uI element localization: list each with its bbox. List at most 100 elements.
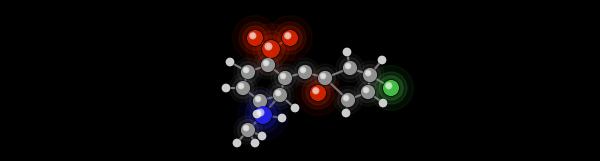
- Circle shape: [310, 85, 326, 101]
- Circle shape: [379, 76, 403, 100]
- Circle shape: [253, 110, 260, 118]
- Circle shape: [278, 71, 292, 84]
- Circle shape: [258, 132, 266, 140]
- Circle shape: [253, 31, 289, 67]
- Circle shape: [246, 24, 296, 74]
- Circle shape: [334, 86, 362, 114]
- Circle shape: [268, 16, 313, 60]
- Circle shape: [375, 72, 407, 104]
- Circle shape: [343, 95, 349, 101]
- Circle shape: [298, 65, 312, 79]
- Circle shape: [266, 81, 294, 109]
- Circle shape: [283, 31, 298, 45]
- Circle shape: [354, 78, 382, 106]
- Circle shape: [301, 67, 306, 73]
- Circle shape: [291, 58, 319, 86]
- Circle shape: [263, 41, 279, 57]
- Circle shape: [242, 66, 254, 78]
- Circle shape: [251, 34, 254, 37]
- Circle shape: [383, 80, 399, 96]
- Circle shape: [234, 116, 262, 144]
- Circle shape: [229, 74, 257, 102]
- Circle shape: [275, 90, 281, 96]
- Circle shape: [337, 90, 359, 110]
- Circle shape: [379, 99, 387, 107]
- Circle shape: [257, 55, 278, 76]
- Circle shape: [306, 81, 330, 105]
- Circle shape: [266, 45, 270, 48]
- Circle shape: [295, 62, 316, 82]
- Circle shape: [286, 34, 289, 37]
- Circle shape: [383, 81, 398, 95]
- Circle shape: [259, 132, 266, 140]
- Circle shape: [250, 101, 277, 128]
- Circle shape: [233, 16, 277, 60]
- Circle shape: [274, 89, 286, 101]
- Circle shape: [379, 99, 386, 107]
- Circle shape: [387, 84, 391, 87]
- Circle shape: [344, 62, 356, 74]
- Circle shape: [302, 77, 334, 109]
- Circle shape: [226, 58, 233, 66]
- Circle shape: [343, 109, 350, 117]
- Circle shape: [302, 69, 304, 71]
- Circle shape: [250, 90, 271, 112]
- Circle shape: [296, 71, 340, 115]
- Circle shape: [379, 56, 386, 64]
- Circle shape: [278, 26, 302, 50]
- Circle shape: [314, 89, 317, 92]
- Circle shape: [254, 106, 272, 124]
- Circle shape: [311, 64, 339, 92]
- Circle shape: [358, 81, 379, 103]
- Circle shape: [265, 43, 272, 50]
- Circle shape: [363, 68, 377, 82]
- Circle shape: [341, 93, 355, 107]
- Circle shape: [254, 95, 266, 107]
- Circle shape: [248, 31, 262, 45]
- Circle shape: [244, 125, 249, 131]
- Circle shape: [261, 58, 275, 72]
- Circle shape: [359, 65, 380, 85]
- Circle shape: [243, 26, 267, 50]
- Circle shape: [343, 61, 357, 75]
- Circle shape: [247, 30, 263, 46]
- Circle shape: [245, 97, 281, 133]
- Circle shape: [257, 109, 264, 116]
- Circle shape: [238, 119, 259, 141]
- Circle shape: [291, 104, 299, 112]
- Circle shape: [238, 83, 244, 89]
- Circle shape: [265, 62, 268, 64]
- Circle shape: [356, 61, 384, 89]
- Circle shape: [257, 35, 284, 62]
- Circle shape: [273, 88, 287, 102]
- Circle shape: [281, 75, 284, 77]
- Circle shape: [347, 65, 349, 67]
- Circle shape: [245, 69, 247, 71]
- Circle shape: [263, 60, 269, 66]
- Circle shape: [343, 48, 350, 56]
- Circle shape: [278, 71, 292, 85]
- Circle shape: [336, 54, 364, 82]
- Circle shape: [274, 22, 306, 54]
- Circle shape: [292, 104, 299, 112]
- Circle shape: [239, 22, 271, 54]
- Circle shape: [343, 48, 351, 56]
- Circle shape: [346, 63, 351, 69]
- Circle shape: [223, 84, 230, 92]
- Circle shape: [269, 85, 290, 105]
- Circle shape: [253, 94, 267, 108]
- Circle shape: [241, 123, 255, 137]
- Circle shape: [364, 87, 369, 93]
- Circle shape: [342, 109, 350, 117]
- Circle shape: [251, 139, 259, 147]
- Circle shape: [278, 114, 286, 122]
- Circle shape: [255, 107, 271, 123]
- Circle shape: [256, 96, 261, 102]
- Circle shape: [233, 139, 241, 147]
- Circle shape: [239, 85, 242, 87]
- Circle shape: [367, 72, 370, 74]
- Circle shape: [322, 75, 325, 77]
- Circle shape: [318, 71, 332, 85]
- Circle shape: [319, 71, 331, 84]
- Circle shape: [340, 57, 361, 79]
